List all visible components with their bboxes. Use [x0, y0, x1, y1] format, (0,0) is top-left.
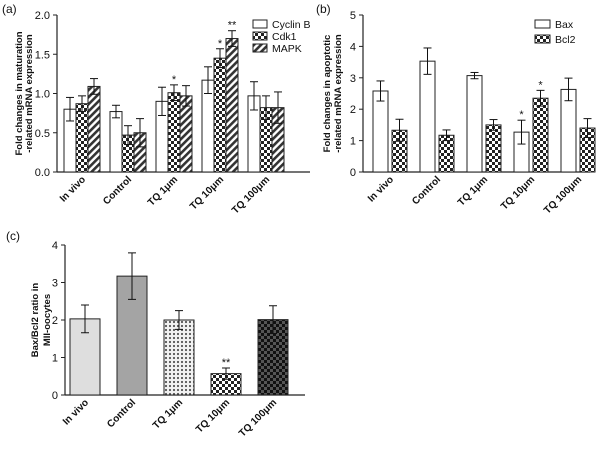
significance-mark: *: [172, 74, 177, 86]
y-axis-label: -related mRNA expression: [333, 34, 344, 153]
y-tick-label: 1.0: [35, 89, 50, 101]
x-tick-label: TQ 100μm: [230, 174, 272, 216]
x-tick-label: TQ 1μm: [151, 397, 185, 431]
bar: [213, 57, 227, 173]
x-tick-label: In vivo: [61, 397, 91, 427]
x-tick-label: TQ 10μm: [188, 174, 226, 212]
x-tick-label: Control: [105, 397, 138, 430]
y-tick-label: 2: [52, 315, 58, 327]
legend-label: MAPK: [272, 43, 302, 55]
y-tick-label: 3: [52, 278, 58, 290]
y-tick-label: 4: [350, 41, 356, 53]
y-tick-label: 4: [52, 240, 58, 252]
bar: [419, 60, 436, 173]
bar: [109, 111, 123, 173]
y-axis-label: Fold changes in maturation: [14, 31, 25, 155]
legend-swatch: [252, 43, 268, 53]
x-tick-label: Control: [410, 174, 443, 207]
panel-a-label: (a): [2, 2, 17, 16]
legend-label: Bax: [555, 19, 574, 31]
y-tick-label: 1: [350, 136, 356, 148]
panel-c-label: (c): [6, 229, 20, 243]
significance-mark: *: [538, 79, 543, 91]
x-tick-label: In vivo: [58, 174, 88, 204]
legend-swatch: [252, 19, 268, 29]
bar: [163, 319, 195, 396]
y-tick-label: 2.0: [35, 10, 50, 22]
y-tick-label: 0.0: [35, 167, 50, 179]
y-axis-label: -related mRNA expression: [24, 34, 35, 153]
y-axis-label: Bax/Bcl2 ratio in: [30, 283, 41, 358]
y-axis-label: Fold changes in apoptotic: [322, 35, 333, 153]
panel-a-chart: 0.0 0.5 1.0 1.5 2.0 Fold changes in maturatio…: [14, 10, 311, 216]
panel-b-label: (b): [316, 2, 331, 16]
bar: [167, 92, 181, 173]
y-axis-label: MII-oocytes: [42, 294, 53, 346]
x-tick-label: Control: [101, 174, 134, 207]
significance-mark: **: [228, 20, 237, 32]
bar: [87, 85, 101, 173]
x-tick-label: TQ 100μm: [542, 174, 584, 216]
y-tick-label: 5: [350, 10, 356, 22]
y-tick-label: 0: [52, 390, 58, 402]
significance-mark: *: [218, 38, 223, 50]
x-tick-label: In vivo: [366, 174, 396, 204]
bar: [372, 90, 389, 173]
y-tick-label: 1.5: [35, 49, 50, 61]
legend-label: Cyclin B: [272, 19, 311, 31]
panel-c-chart: 0 1 2 3 4 Bax/Bcl2 ratio in MII-oocytes In vivo…: [30, 240, 305, 439]
y-tick-label: 3: [350, 73, 356, 85]
y-tick-label: 0: [350, 167, 356, 179]
x-tick-label: TQ 10μm: [499, 174, 537, 212]
y-tick-label: 1: [52, 353, 58, 365]
bar: [560, 88, 577, 173]
bar: [225, 38, 239, 173]
panel-b-chart: 0 1 2 3 4 5 Fold changes in apoptotic -related …: [322, 10, 596, 216]
x-tick-label: TQ 1μm: [456, 174, 490, 208]
x-tick-label: TQ 10μm: [194, 397, 232, 435]
legend-swatch: [534, 34, 551, 44]
y-tick-label: 0.5: [35, 128, 50, 140]
y-tick-label: 2: [350, 104, 356, 116]
bar: [179, 95, 193, 173]
legend-swatch: [534, 19, 551, 29]
bar: [75, 103, 89, 173]
legend-label: Cdk1: [272, 31, 297, 43]
x-tick-label: TQ 100μm: [237, 397, 279, 439]
x-tick-label: TQ 1μm: [146, 174, 180, 208]
bar: [466, 75, 483, 173]
bar: [532, 97, 549, 173]
legend-label: Bcl2: [555, 34, 576, 46]
significance-mark: **: [222, 357, 231, 369]
legend-swatch: [252, 31, 268, 41]
significance-mark: *: [519, 109, 524, 121]
bar: [485, 124, 502, 173]
